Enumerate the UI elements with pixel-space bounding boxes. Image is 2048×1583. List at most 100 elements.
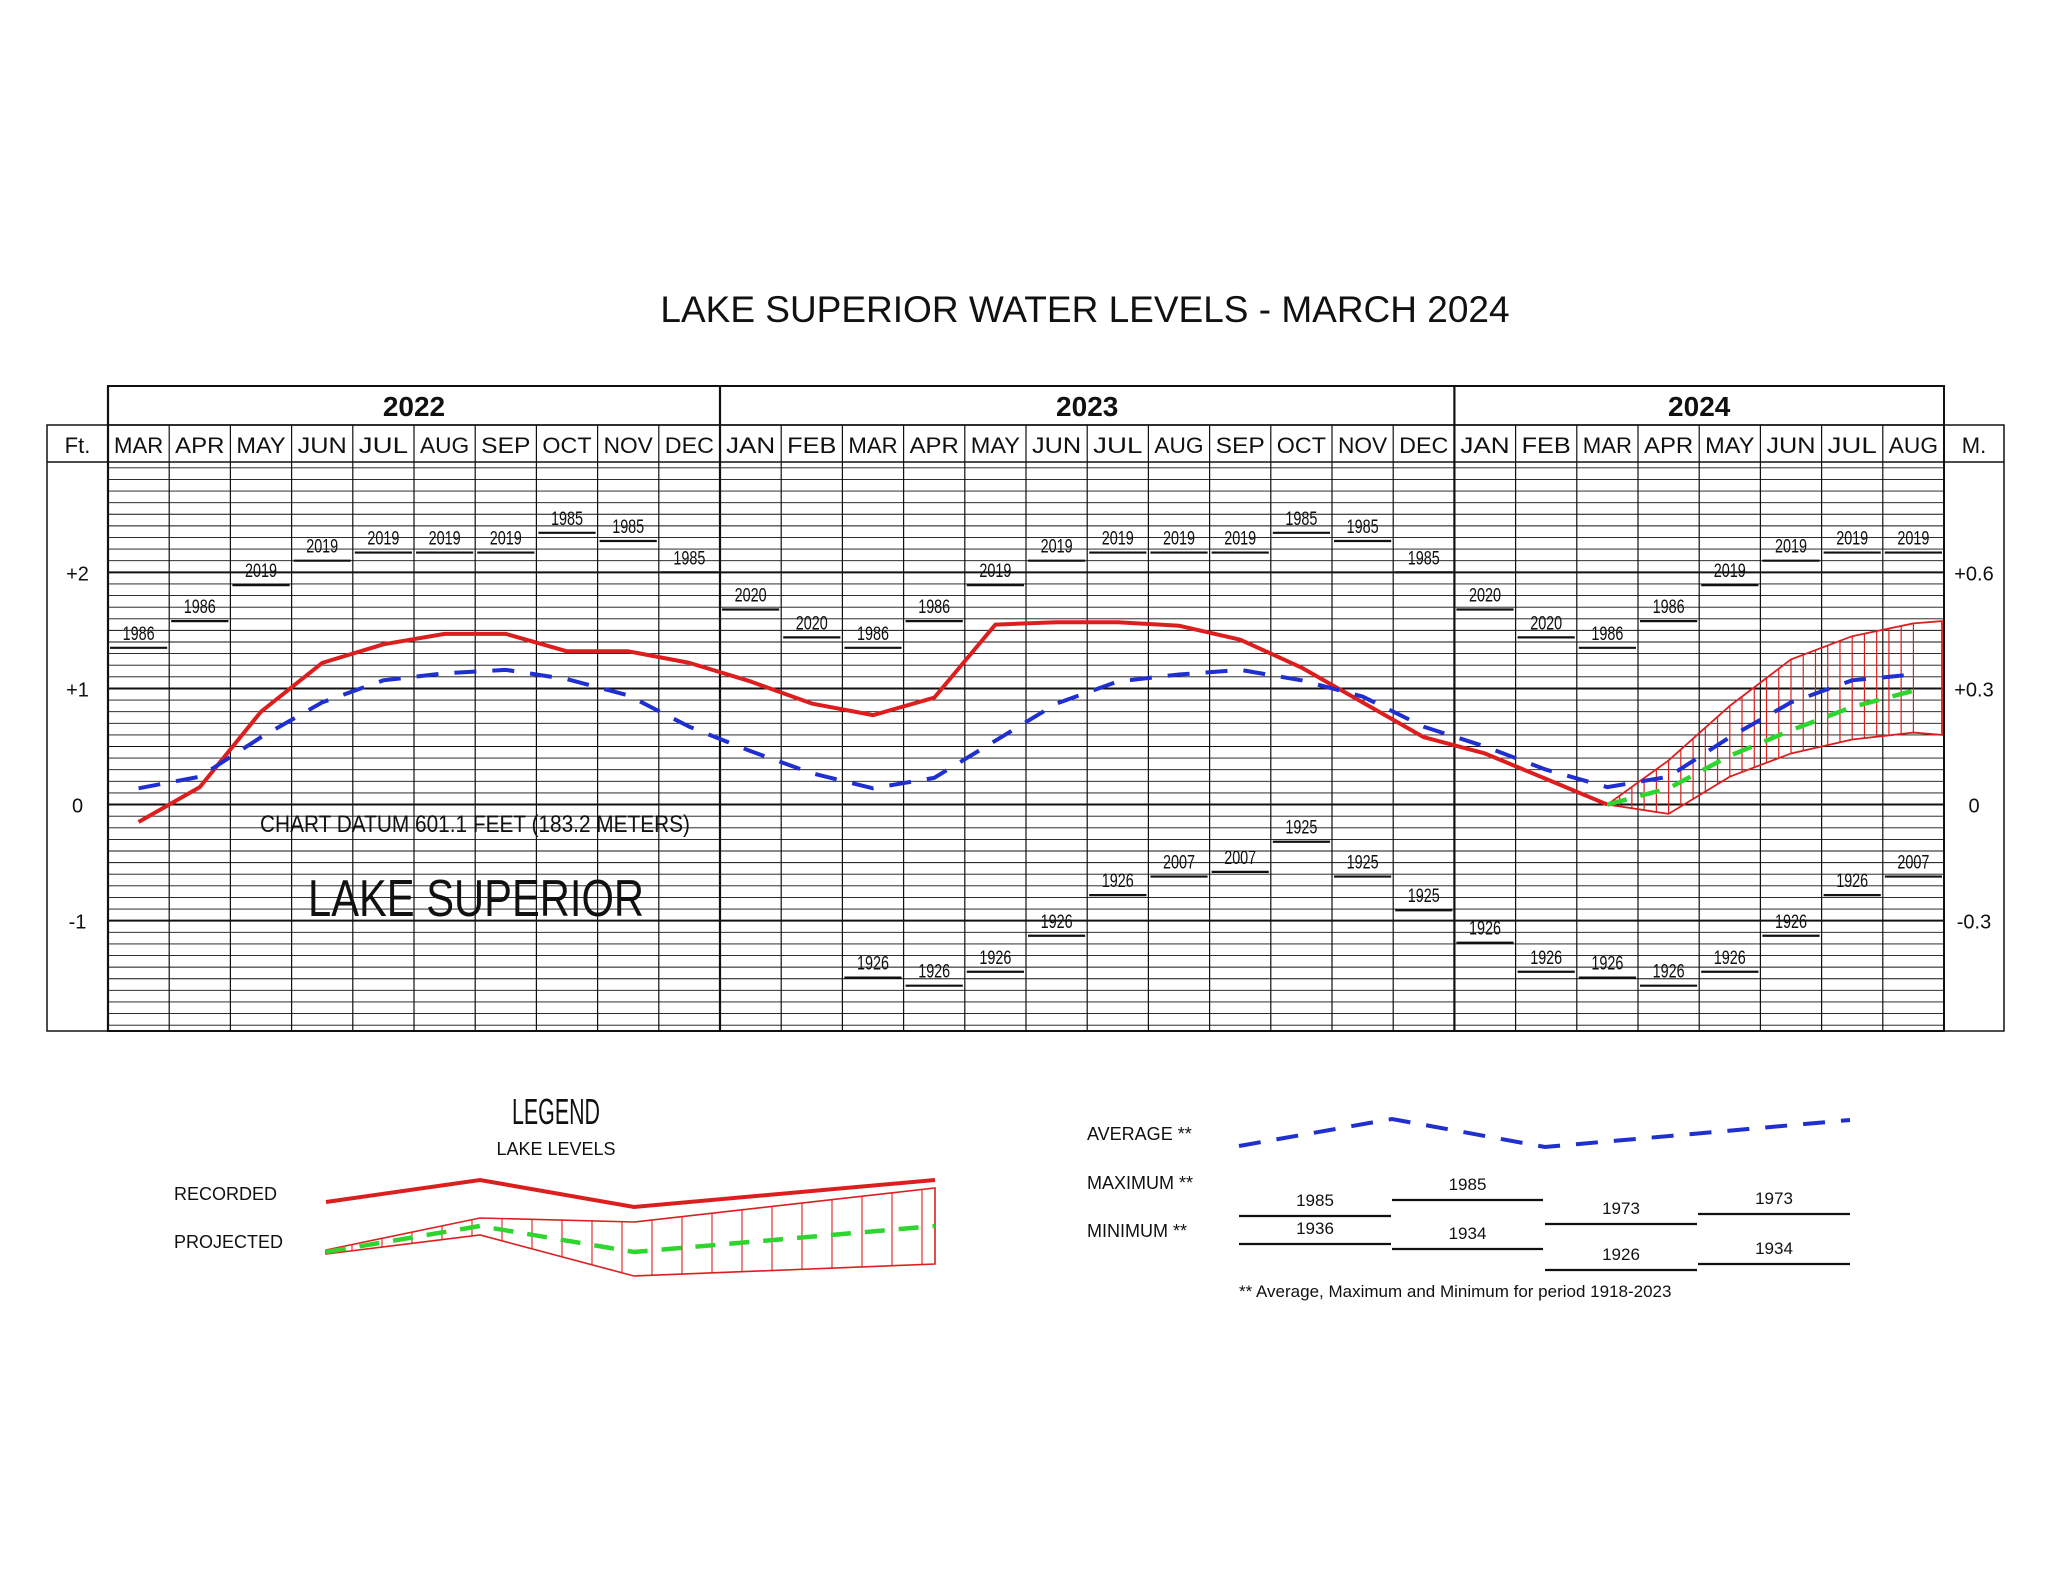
record-max-year: 2019 xyxy=(245,561,277,582)
chart-series xyxy=(137,620,1914,824)
month-label: JAN xyxy=(1460,433,1509,458)
record-min-year: 1926 xyxy=(1591,954,1623,975)
y-tick-label-m: -0.3 xyxy=(1957,912,1991,934)
year-label: 2023 xyxy=(1056,391,1118,422)
left-axis-unit: Ft. xyxy=(65,433,91,458)
month-label: MAR xyxy=(848,433,897,458)
month-label: AUG xyxy=(1889,433,1938,458)
record-max-year: 2019 xyxy=(367,529,399,550)
record-min-year: 1925 xyxy=(1285,818,1317,839)
record-max-year: 2019 xyxy=(979,561,1011,582)
record-max-year: 2019 xyxy=(1163,529,1195,550)
month-label: DEC xyxy=(1399,433,1448,458)
projected-band-outline xyxy=(1605,620,1943,815)
record-max-year: 2020 xyxy=(796,613,828,634)
month-label: JUN xyxy=(1032,433,1081,458)
record-min-year: 2007 xyxy=(1897,853,1929,874)
record-min-year: 1926 xyxy=(1102,871,1134,892)
month-label: SEP xyxy=(481,433,530,458)
month-label: SEP xyxy=(1216,433,1265,458)
legend-minimum-label: MINIMUM ** xyxy=(1087,1221,1187,1241)
record-min-year: 1926 xyxy=(1714,948,1746,969)
record-min-year: 2007 xyxy=(1163,853,1195,874)
record-max-year: 1986 xyxy=(184,597,216,618)
chart-header: MAR APR MAY JUN JUL AUG SEP OCT NOV DEC JAN FEB MAR A… xyxy=(65,391,1987,458)
recorded-line xyxy=(137,620,1609,824)
legend-max-year: 1973 xyxy=(1755,1189,1793,1208)
y-tick-label-m: +0.6 xyxy=(1954,563,1993,585)
record-min-year: 1926 xyxy=(1775,912,1807,933)
y-axes: +2 +1 0 -1 +0.6 +0.3 0 -0.3 xyxy=(66,563,1994,933)
record-max-year: 1985 xyxy=(612,517,644,538)
record-max-year: 1985 xyxy=(673,548,705,569)
record-max-year: 1986 xyxy=(918,597,950,618)
legend-min-year: 1934 xyxy=(1449,1224,1487,1243)
y-tick-label-ft: +2 xyxy=(66,563,89,585)
record-max-year: 2020 xyxy=(735,585,767,606)
year-label: 2022 xyxy=(383,391,445,422)
record-max-year: 2019 xyxy=(1836,529,1868,550)
month-label: APR xyxy=(1644,433,1693,458)
record-max-year: 1986 xyxy=(857,624,889,645)
record-max-year: 2020 xyxy=(1469,585,1501,606)
month-label: AUG xyxy=(420,433,469,458)
legend: LEGEND LAKE LEVELS RECORDED PROJECTED AV… xyxy=(174,1091,1851,1301)
record-max-year: 2019 xyxy=(1714,561,1746,582)
month-label: JAN xyxy=(726,433,775,458)
record-max-year: 2019 xyxy=(1224,529,1256,550)
month-label: NOV xyxy=(604,433,654,458)
lake-name-label: LAKE SUPERIOR xyxy=(308,870,644,928)
legend-maximum-label: MAXIMUM ** xyxy=(1087,1173,1193,1193)
legend-recorded-line xyxy=(325,1177,936,1210)
record-max-year: 1985 xyxy=(1285,509,1317,530)
month-label: OCT xyxy=(1277,433,1326,458)
chart-datum-note: CHART DATUM 601.1 FEET (183.2 METERS) xyxy=(260,811,690,838)
legend-max-year: 1985 xyxy=(1449,1175,1487,1194)
projected-range-band xyxy=(1605,620,1943,815)
record-min-year: 1926 xyxy=(857,954,889,975)
average-line xyxy=(138,667,1914,791)
month-label: FEB xyxy=(787,433,836,458)
month-label: JUL xyxy=(1093,433,1142,458)
record-min-year: 1926 xyxy=(1469,919,1501,940)
record-max-year: 2019 xyxy=(429,529,461,550)
legend-projected-label: PROJECTED xyxy=(174,1232,283,1252)
record-min-year: 1926 xyxy=(1530,948,1562,969)
chart-grid xyxy=(46,385,2005,1032)
legend-min-year: 1936 xyxy=(1296,1219,1334,1238)
right-axis-unit: M. xyxy=(1962,433,1986,458)
y-tick-label-ft: +1 xyxy=(66,679,89,701)
month-label: JUN xyxy=(298,433,347,458)
month-label: MAY xyxy=(236,433,286,458)
record-max-year: 2019 xyxy=(1775,537,1807,558)
legend-max-year: 1985 xyxy=(1296,1191,1334,1210)
record-levels: 1986 1986 2019 2019 2019 2019 2019 1985 1985 1985… xyxy=(110,509,1942,987)
month-label: FEB xyxy=(1522,433,1571,458)
record-min-year: 2007 xyxy=(1224,848,1256,869)
record-max-year: 2019 xyxy=(1897,529,1929,550)
record-max-year: 1986 xyxy=(1653,597,1685,618)
record-max-year: 1986 xyxy=(1591,624,1623,645)
record-min-year: 1926 xyxy=(1041,912,1073,933)
y-tick-label-m: +0.3 xyxy=(1954,679,1993,701)
y-tick-label-m: 0 xyxy=(1968,796,1979,818)
year-label: 2024 xyxy=(1668,391,1731,422)
projected-line xyxy=(1606,688,1914,807)
month-label: APR xyxy=(175,433,224,458)
record-max-year: 2019 xyxy=(1102,529,1134,550)
legend-min-year: 1926 xyxy=(1602,1245,1640,1264)
record-max-year: 2020 xyxy=(1530,613,1562,634)
month-label: JUL xyxy=(359,433,408,458)
record-max-year: 2019 xyxy=(1041,537,1073,558)
month-label: JUL xyxy=(1828,433,1877,458)
month-label: JUN xyxy=(1766,433,1815,458)
legend-recorded-label: RECORDED xyxy=(174,1184,277,1204)
legend-footnote: ** Average, Maximum and Minimum for peri… xyxy=(1239,1282,1671,1301)
month-label: NOV xyxy=(1338,433,1388,458)
legend-average-label: AVERAGE ** xyxy=(1087,1124,1192,1144)
legend-subtitle: LAKE LEVELS xyxy=(496,1139,615,1159)
y-tick-label-ft: -1 xyxy=(69,912,87,934)
month-label: AUG xyxy=(1154,433,1203,458)
month-label: MAY xyxy=(1705,433,1755,458)
